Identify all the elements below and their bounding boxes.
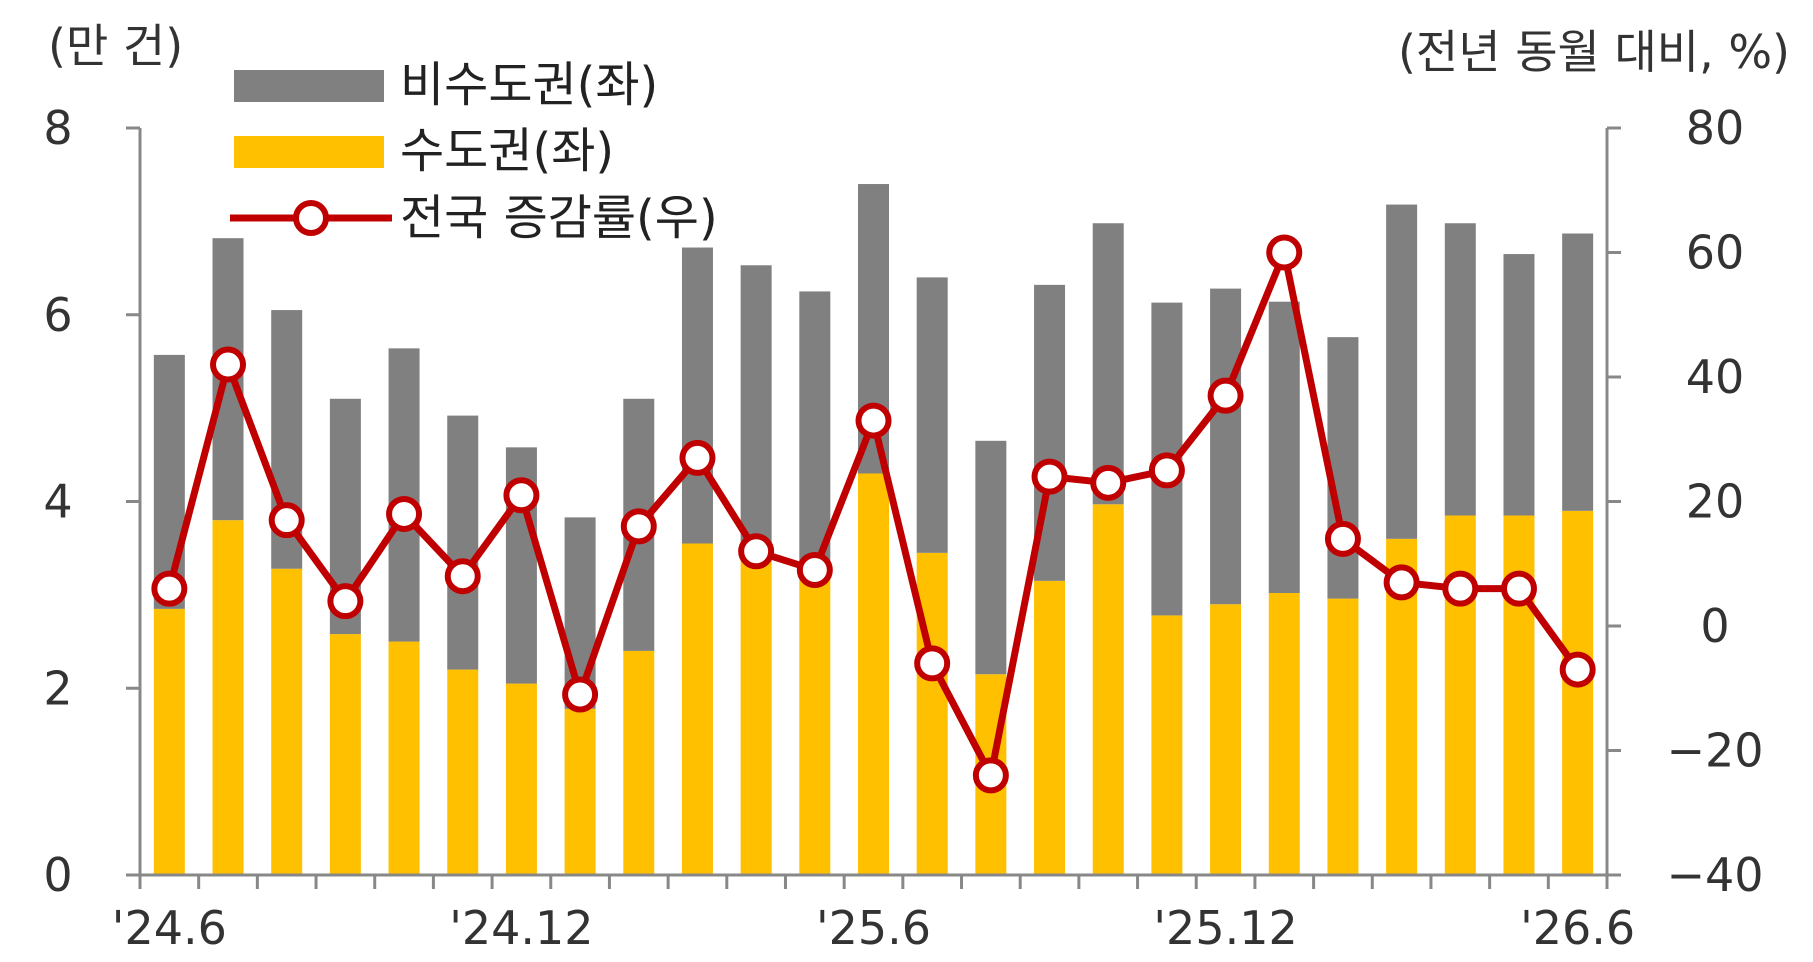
bar-capital: [212, 520, 244, 875]
line-point: [562, 676, 599, 713]
line-point: [503, 477, 540, 514]
legend-label-nationwide: 전국 증감률(우): [400, 190, 718, 246]
bar-capital: [271, 568, 303, 875]
legend-label-capital: 수도권(좌): [400, 123, 614, 179]
bar-capital: [916, 552, 948, 875]
line-point: [914, 645, 951, 682]
line-point: [972, 757, 1009, 794]
bar-non-capital: [1562, 233, 1594, 511]
left-tick-label: 0: [43, 848, 72, 902]
bar-non-capital: [681, 247, 713, 544]
tick-labels: 0 2 4 6 8 −40 −20 0 20 40 60 80 '24.6 '24.12 '25.6 '25.…: [43, 101, 1763, 955]
bar-capital: [1268, 593, 1300, 875]
bar-non-capital: [1386, 204, 1418, 539]
bar-capital: [564, 708, 596, 875]
bar-non-capital: [799, 291, 831, 563]
right-axis-unit: (전년 동월 대비, %): [1398, 25, 1790, 79]
bar-non-capital: [1092, 223, 1124, 505]
bar-capital: [1562, 510, 1594, 875]
bar-capital: [740, 557, 772, 875]
right-tick-label: 80: [1686, 101, 1745, 155]
line-point: [1031, 458, 1068, 495]
bar-capital: [1327, 598, 1359, 875]
bar-non-capital: [975, 440, 1007, 675]
line-point: [796, 551, 833, 588]
bar-non-capital: [1210, 288, 1242, 605]
bar-capital: [447, 669, 479, 875]
line-point: [1559, 651, 1596, 688]
bar-capital: [799, 562, 831, 875]
bar-capital: [1210, 604, 1242, 875]
bar-non-capital: [447, 415, 479, 670]
left-tick-label: 6: [43, 288, 72, 342]
x-tick-label: '26.6: [1520, 901, 1635, 955]
bar-capital: [1151, 615, 1183, 875]
axes: [126, 126, 1621, 889]
line-point: [151, 570, 188, 607]
right-tick-label: 40: [1686, 350, 1745, 404]
bar-capital: [1092, 504, 1124, 875]
bar-capital: [329, 634, 361, 875]
line-point: [268, 502, 305, 539]
legend-swatch-non-capital: [234, 70, 384, 102]
bar-capital: [153, 608, 185, 875]
bar-capital: [681, 543, 713, 875]
right-tick-label: 60: [1686, 226, 1745, 280]
bar-capital: [623, 650, 655, 875]
left-tick-label: 2: [43, 661, 72, 715]
bar-non-capital: [1444, 223, 1476, 516]
right-tick-label: −20: [1666, 724, 1763, 778]
x-tick-label: '25.6: [816, 901, 931, 955]
right-tick-label: 20: [1686, 475, 1745, 529]
bar-non-capital: [388, 348, 420, 642]
left-axis-unit: (만 건): [48, 19, 183, 73]
line-point: [1090, 464, 1127, 501]
line-layer: [151, 234, 1596, 794]
line-point: [679, 439, 716, 476]
line-point: [1207, 377, 1244, 414]
x-tick-label: '25.12: [1153, 901, 1297, 955]
legend-swatch-capital: [234, 136, 384, 168]
left-tick-label: 8: [43, 101, 72, 155]
bar-capital: [505, 683, 537, 875]
bar-non-capital: [740, 265, 772, 558]
bar-non-capital: [1268, 301, 1300, 594]
line-point: [1266, 234, 1303, 271]
bar-capital: [1444, 515, 1476, 875]
bar-non-capital: [153, 354, 185, 609]
bar-capital: [1034, 580, 1066, 875]
line-point: [210, 346, 247, 383]
line-point: [1500, 570, 1537, 607]
right-tick-label: −40: [1666, 848, 1763, 902]
line-point: [855, 402, 892, 439]
bar-capital: [858, 473, 889, 875]
line-point: [620, 508, 657, 545]
bar-non-capital: [1503, 254, 1535, 516]
line-point: [1324, 520, 1361, 557]
line-point: [1148, 452, 1185, 489]
right-tick-label: 0: [1700, 599, 1729, 653]
legend-line-marker: [293, 200, 329, 236]
line-point: [386, 495, 423, 532]
line-point: [738, 533, 775, 570]
bar-capital: [388, 641, 420, 875]
x-tick-label: '24.6: [112, 901, 227, 955]
bar-non-capital: [916, 277, 948, 553]
legend: 비수도권(좌) 수도권(좌) 전국 증감률(우): [230, 57, 718, 246]
x-tick-label: '24.12: [449, 901, 593, 955]
line-point: [327, 583, 364, 620]
line-point: [1383, 564, 1420, 601]
bar-capital: [1503, 515, 1535, 875]
bar-layer: [153, 184, 1594, 875]
legend-label-non-capital: 비수도권(좌): [400, 57, 658, 113]
line-point: [444, 558, 481, 595]
bar-non-capital: [1327, 337, 1359, 599]
line-point: [1442, 570, 1479, 607]
left-tick-label: 4: [43, 475, 72, 529]
